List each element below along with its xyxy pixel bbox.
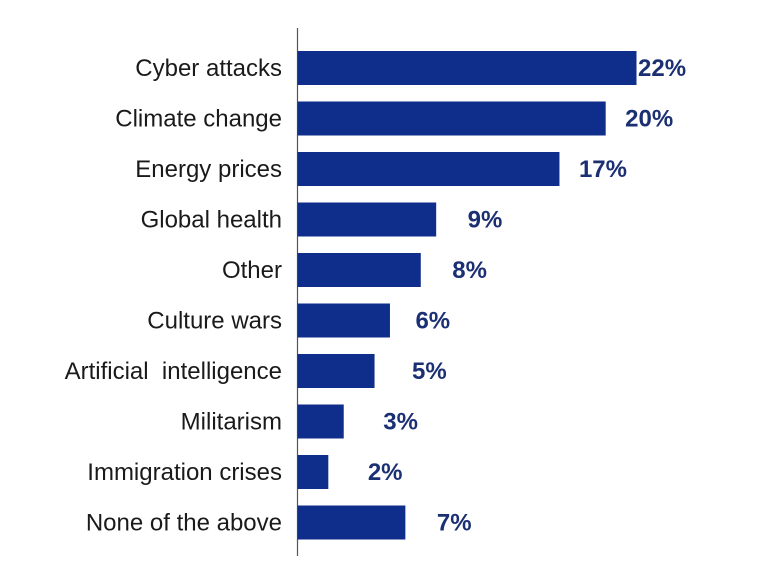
value-label: 8% — [452, 257, 487, 284]
bar — [297, 202, 437, 237]
bar — [297, 51, 637, 85]
category-label: Other — [222, 257, 282, 284]
bar — [297, 101, 606, 136]
category-label: Immigration crises — [87, 459, 282, 486]
value-label: 5% — [412, 358, 447, 385]
category-label: Climate change — [115, 106, 282, 133]
bar — [297, 455, 329, 489]
value-label: 17% — [579, 156, 627, 183]
category-label: Energy prices — [135, 156, 282, 183]
category-label: Culture wars — [147, 308, 282, 335]
bar — [297, 303, 390, 338]
value-label: 22% — [638, 55, 686, 82]
category-label: None of the above — [86, 510, 282, 537]
category-label: Global health — [141, 207, 282, 234]
value-label: 20% — [625, 106, 673, 133]
value-label: 9% — [468, 207, 503, 234]
value-label: 7% — [437, 510, 472, 537]
value-label: 3% — [383, 409, 418, 436]
category-label: Militarism — [181, 409, 282, 436]
bar — [297, 404, 344, 439]
category-label: Artificial intelligence — [65, 358, 282, 385]
category-label: Cyber attacks — [135, 55, 282, 82]
bar — [297, 505, 406, 540]
value-label: 6% — [415, 308, 450, 335]
value-label: 2% — [368, 459, 403, 486]
bar — [297, 354, 375, 388]
bar — [297, 253, 421, 287]
bar — [297, 152, 560, 186]
